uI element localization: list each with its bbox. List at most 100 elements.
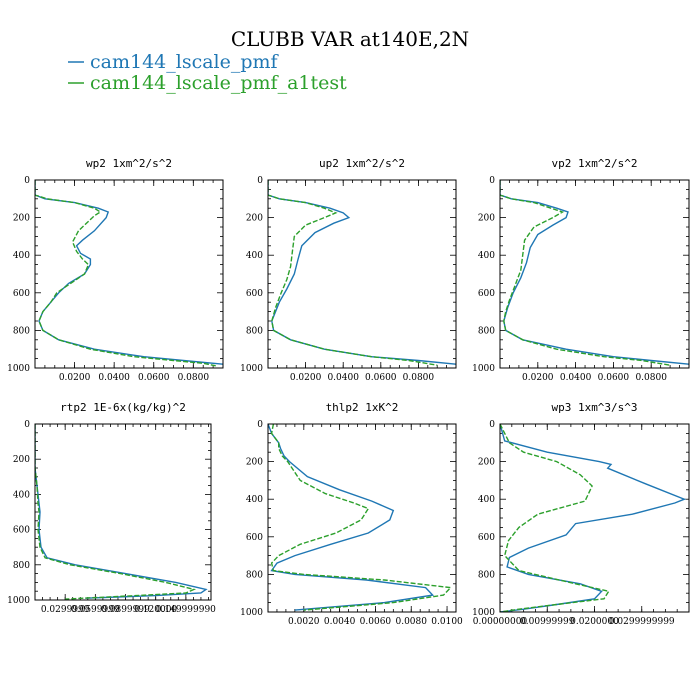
panel-series-group bbox=[35, 424, 208, 600]
y-tick-label: 800 bbox=[478, 570, 495, 580]
x-tick-label: 0.0600 bbox=[365, 373, 397, 383]
y-tick-label: 600 bbox=[478, 289, 495, 299]
x-tick-label: 0.0299999 bbox=[41, 605, 90, 615]
panel-title: wp3 1xm^3/s^3 bbox=[551, 401, 637, 414]
y-tick-label: 200 bbox=[478, 458, 495, 468]
panel-series-group bbox=[500, 180, 689, 366]
series-line-cam144-lscale-pmf bbox=[35, 424, 208, 599]
y-tick-label: 600 bbox=[478, 533, 495, 543]
panel-title: wp2 1xm^2/s^2 bbox=[86, 157, 172, 170]
panel-title: thlp2 1xK^2 bbox=[326, 401, 399, 414]
y-tick-label: 1000 bbox=[240, 608, 263, 618]
y-tick-label: 1000 bbox=[240, 364, 263, 374]
y-tick-label: 1000 bbox=[472, 364, 495, 374]
y-tick-label: 0 bbox=[257, 420, 263, 430]
y-tick-label: 1000 bbox=[472, 608, 495, 618]
series-line-cam144-lscale-pmf bbox=[268, 180, 456, 365]
x-tick-label: 0.120000 bbox=[134, 605, 177, 615]
x-tick-label: 0.0600 bbox=[138, 373, 170, 383]
panel-frame bbox=[499, 179, 690, 369]
y-tick-label: 400 bbox=[13, 251, 30, 261]
y-tick-label: 200 bbox=[246, 214, 263, 224]
panel-frame bbox=[34, 423, 212, 601]
panel-2: up2 1xm^2/s^2 0 200 400 600 800 1000 0.0200 0.04… bbox=[240, 157, 457, 383]
x-tick-label: 0.0100 bbox=[431, 617, 463, 627]
legend-label-1: cam144_lscale_pmf_a1test bbox=[90, 72, 347, 94]
x-tick-label: 0.00999999 bbox=[520, 617, 575, 627]
series-line-cam144-lscale-pmf-a1test bbox=[500, 180, 671, 366]
x-tick-label: 0.0400 bbox=[327, 373, 359, 383]
legend-label-0: cam144_lscale_pmf bbox=[90, 51, 280, 73]
panel-frame bbox=[499, 423, 690, 613]
x-tick-label: 0.0299999999 bbox=[609, 617, 675, 627]
panel-title: rtp2 1E-6x(kg/kg)^2 bbox=[60, 401, 186, 414]
series-line-cam144-lscale-pmf-a1test bbox=[35, 424, 197, 600]
x-tick-label: 0.0200 bbox=[290, 373, 322, 383]
panel-frame bbox=[267, 423, 457, 613]
series-line-cam144-lscale-pmf-a1test bbox=[500, 424, 610, 612]
panel-series-group bbox=[268, 180, 456, 366]
panel-frame bbox=[267, 179, 457, 369]
y-tick-label: 600 bbox=[13, 526, 30, 536]
x-tick-label: 0.0599999 bbox=[71, 605, 120, 615]
series-line-cam144-lscale-pmf-a1test bbox=[268, 180, 438, 366]
series-line-cam144-lscale-pmf-a1test bbox=[270, 424, 453, 611]
x-tick-label: 0.0020 bbox=[288, 617, 320, 627]
y-tick-label: 0 bbox=[257, 176, 263, 186]
y-tick-label: 600 bbox=[246, 289, 263, 299]
panel-series-group bbox=[35, 180, 223, 367]
x-tick-label: 0.0400 bbox=[560, 373, 592, 383]
y-tick-label: 600 bbox=[13, 289, 30, 299]
y-tick-label: 800 bbox=[246, 326, 263, 336]
y-tick-label: 800 bbox=[246, 570, 263, 580]
panel-series-group bbox=[500, 424, 687, 612]
y-tick-label: 200 bbox=[13, 455, 30, 465]
y-tick-label: 400 bbox=[13, 490, 30, 500]
x-tick-label: 0.0060 bbox=[360, 617, 392, 627]
y-tick-label: 800 bbox=[478, 326, 495, 336]
panel-4: rtp2 1E-6x(kg/kg)^2 0 200 400 600 800 1000 0.02… bbox=[7, 401, 216, 615]
x-tick-label: 0.0800 bbox=[403, 373, 435, 383]
series-line-cam144-lscale-pmf bbox=[500, 424, 687, 612]
x-tick-label: 0.0600 bbox=[598, 373, 630, 383]
y-tick-label: 1000 bbox=[7, 364, 30, 374]
y-tick-label: 400 bbox=[478, 495, 495, 505]
panel-series-group bbox=[268, 424, 453, 611]
x-tick-label: 0.0400 bbox=[98, 373, 130, 383]
panel-6: wp3 1xm^3/s^3 0 200 400 600 800 10000.00000000… bbox=[472, 401, 690, 627]
x-tick-label: 0.0800 bbox=[178, 373, 210, 383]
x-tick-label: 0.0040 bbox=[324, 617, 356, 627]
panel-frame bbox=[34, 179, 224, 369]
y-tick-label: 200 bbox=[246, 458, 263, 468]
y-tick-label: 800 bbox=[13, 561, 30, 571]
y-tick-label: 0 bbox=[24, 176, 30, 186]
panel-1: wp2 1xm^2/s^2 0 200 400 600 800 1000 0.0200 0.04… bbox=[7, 157, 224, 383]
x-tick-label: 0.149999990 bbox=[156, 605, 216, 615]
x-tick-label: 0.0080 bbox=[395, 617, 427, 627]
series-line-cam144-lscale-pmf bbox=[268, 424, 435, 611]
y-tick-label: 400 bbox=[246, 251, 263, 261]
y-tick-label: 200 bbox=[13, 214, 30, 224]
y-tick-label: 1000 bbox=[7, 596, 30, 606]
y-tick-label: 0 bbox=[489, 420, 495, 430]
x-tick-label: 0.0200 bbox=[522, 373, 554, 383]
y-tick-label: 400 bbox=[246, 495, 263, 505]
y-tick-label: 200 bbox=[478, 214, 495, 224]
series-line-cam144-lscale-pmf-a1test bbox=[35, 180, 218, 367]
panels-container: wp2 1xm^2/s^2 0 200 400 600 800 1000 0.0200 0.04… bbox=[7, 157, 690, 627]
panel-5: thlp2 1xK^2 0 200 400 600 800 1000 0.0020 0.0040… bbox=[240, 401, 463, 627]
legend: cam144_lscale_pmf cam144_lscale_pmf_a1te… bbox=[68, 51, 347, 94]
x-tick-label: 0.0800 bbox=[635, 373, 667, 383]
panel-3: vp2 1xm^2/s^2 0 200 400 600 800 1000 0.0200 0.04… bbox=[472, 157, 690, 383]
panel-title: vp2 1xm^2/s^2 bbox=[551, 157, 637, 170]
x-tick-label: 0.0200000 bbox=[570, 617, 619, 627]
y-tick-label: 800 bbox=[13, 326, 30, 336]
series-line-cam144-lscale-pmf bbox=[35, 180, 223, 365]
y-tick-label: 0 bbox=[489, 176, 495, 186]
x-tick-label: 0.0200 bbox=[59, 373, 91, 383]
y-tick-label: 400 bbox=[478, 251, 495, 261]
x-tick-label: 0.0899999 bbox=[101, 605, 150, 615]
y-tick-label: 0 bbox=[24, 420, 30, 430]
chart-title: CLUBB VAR at140E,2N bbox=[231, 27, 469, 51]
